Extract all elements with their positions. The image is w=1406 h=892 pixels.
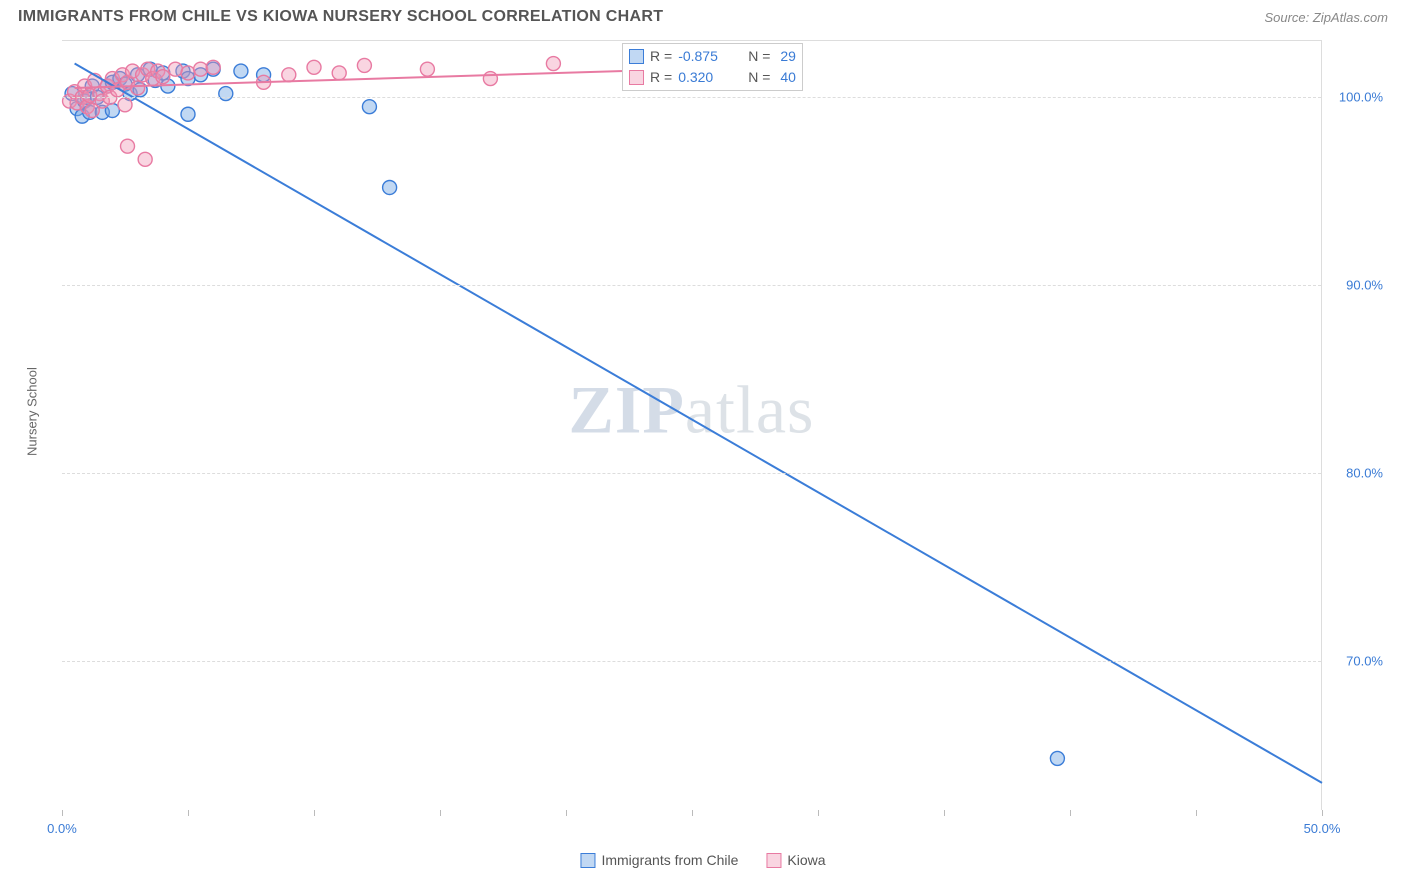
data-point xyxy=(194,62,208,76)
chart-title: IMMIGRANTS FROM CHILE VS KIOWA NURSERY S… xyxy=(18,8,663,26)
x-tick-label: 50.0% xyxy=(1304,821,1341,836)
x-tick xyxy=(566,810,567,816)
legend-row-2: R = 0.320 N = 40 xyxy=(629,67,796,88)
legend-swatch-1 xyxy=(629,49,644,64)
data-point xyxy=(357,58,371,72)
data-point xyxy=(181,66,195,80)
data-point xyxy=(156,70,170,84)
n-value-2: 40 xyxy=(780,67,796,88)
legend-item-1-label: Immigrants from Chile xyxy=(601,852,738,868)
legend-item-2-swatch xyxy=(766,853,781,868)
y-tick-label: 70.0% xyxy=(1346,653,1383,668)
plot-area: ZIPatlas R = -0.875 N = 29 R = 0.320 N =… xyxy=(62,40,1322,810)
legend-item-1: Immigrants from Chile xyxy=(580,852,738,868)
x-tick xyxy=(1196,810,1197,816)
data-point xyxy=(307,60,321,74)
legend-item-1-swatch xyxy=(580,853,595,868)
x-tick xyxy=(1070,810,1071,816)
data-point xyxy=(206,60,220,74)
chart-header: IMMIGRANTS FROM CHILE VS KIOWA NURSERY S… xyxy=(0,0,1406,30)
data-point xyxy=(420,62,434,76)
data-point xyxy=(121,139,135,153)
n-label: N = xyxy=(748,46,770,67)
plot-svg xyxy=(62,41,1321,810)
x-tick-label: 0.0% xyxy=(47,821,77,836)
y-tick-label: 100.0% xyxy=(1339,90,1383,105)
gridline-h xyxy=(62,97,1321,98)
data-point xyxy=(546,57,560,71)
y-tick-label: 80.0% xyxy=(1346,465,1383,480)
n-value-1: 29 xyxy=(780,46,796,67)
gridline-h xyxy=(62,473,1321,474)
chart-source: Source: ZipAtlas.com xyxy=(1264,10,1388,25)
n-label: N = xyxy=(748,67,770,88)
x-tick xyxy=(188,810,189,816)
r-label: R = xyxy=(650,46,672,67)
gridline-h xyxy=(62,661,1321,662)
data-point xyxy=(234,64,248,78)
x-tick xyxy=(692,810,693,816)
r-label: R = xyxy=(650,67,672,88)
data-point xyxy=(483,72,497,86)
data-point xyxy=(332,66,346,80)
data-point xyxy=(168,62,182,76)
legend-item-2-label: Kiowa xyxy=(787,852,825,868)
data-point xyxy=(282,68,296,82)
trend-line xyxy=(75,64,1322,783)
x-tick xyxy=(1322,810,1323,816)
x-tick xyxy=(62,810,63,816)
x-tick xyxy=(314,810,315,816)
y-tick-label: 90.0% xyxy=(1346,278,1383,293)
data-point xyxy=(181,107,195,121)
x-tick xyxy=(944,810,945,816)
data-point xyxy=(1050,751,1064,765)
data-point xyxy=(219,87,233,101)
data-point xyxy=(383,180,397,194)
correlation-legend: R = -0.875 N = 29 R = 0.320 N = 40 xyxy=(622,43,803,91)
data-point xyxy=(131,81,145,95)
data-point xyxy=(362,100,376,114)
r-value-1: -0.875 xyxy=(678,46,734,67)
data-point xyxy=(118,98,132,112)
legend-row-1: R = -0.875 N = 29 xyxy=(629,46,796,67)
gridline-h xyxy=(62,285,1321,286)
series-legend: Immigrants from Chile Kiowa xyxy=(580,852,825,868)
y-axis-title: Nursery School xyxy=(25,367,40,456)
data-point xyxy=(138,152,152,166)
x-tick xyxy=(818,810,819,816)
legend-swatch-2 xyxy=(629,70,644,85)
legend-item-2: Kiowa xyxy=(766,852,825,868)
r-value-2: 0.320 xyxy=(678,67,734,88)
x-tick xyxy=(440,810,441,816)
chart-container: Nursery School ZIPatlas R = -0.875 N = 2… xyxy=(18,40,1388,872)
